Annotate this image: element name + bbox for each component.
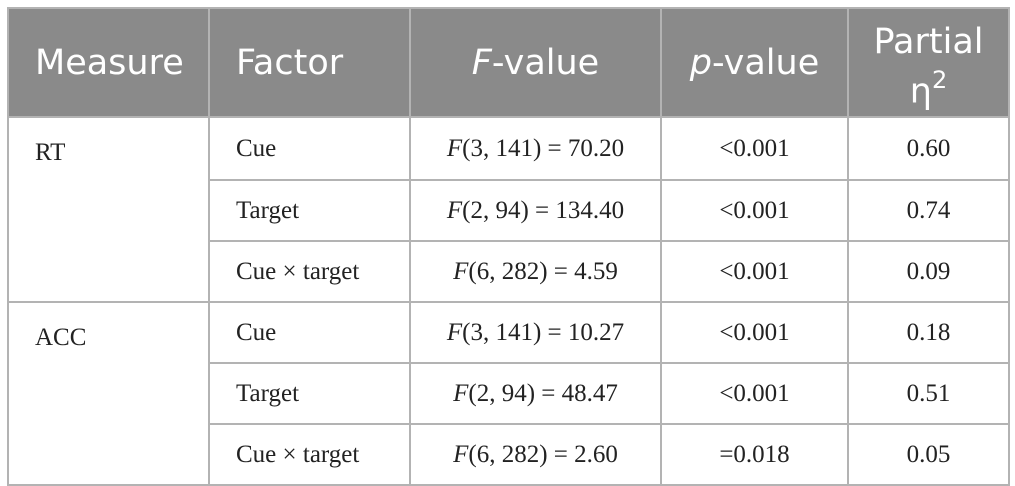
f-letter: F [453, 379, 469, 407]
f-value-cell: F(2, 94) = 48.47 [409, 362, 662, 425]
measure-cell: RT [7, 116, 210, 303]
header-partial-eta: Partial η2 [847, 7, 1010, 118]
eta-cell: 0.18 [847, 301, 1010, 364]
measure-cell: ACC [7, 301, 210, 486]
f-stat: (2, 94) = 48.47 [468, 379, 618, 407]
factor-cell: Cue × target [208, 240, 411, 303]
table-row: Cue × target F(6, 282) = 2.60 =0.018 0.0… [8, 423, 1010, 486]
table-row: Target F(2, 94) = 48.47 <0.001 0.51 [8, 362, 1010, 425]
table-row: Cue × target F(6, 282) = 4.59 <0.001 0.0… [8, 240, 1010, 303]
f-stat: (3, 141) = 10.27 [462, 318, 625, 346]
header-measure: Measure [7, 7, 210, 118]
factor-cell: Target [208, 362, 411, 425]
factor-cell: Cue × target [208, 423, 411, 486]
p-value-cell: =0.018 [660, 423, 849, 486]
header-f-letter: F [471, 42, 492, 83]
p-value-cell: <0.001 [660, 116, 849, 181]
anova-results-table: Measure Factor F-value p-value Partial η2… [7, 7, 1010, 486]
f-stat: (6, 282) = 4.59 [468, 257, 618, 285]
p-value-cell: <0.001 [660, 362, 849, 425]
header-p-suffix: -value [711, 42, 820, 83]
eta-cell: 0.05 [847, 423, 1010, 486]
factor-cell: Cue [208, 301, 411, 364]
f-letter: F [453, 440, 469, 468]
f-stat: (2, 94) = 134.40 [462, 196, 625, 224]
header-p-letter: p [689, 42, 712, 83]
factor-cell: Target [208, 179, 411, 242]
f-stat: (3, 141) = 70.20 [462, 134, 625, 162]
header-row: Measure Factor F-value p-value Partial η2 [7, 7, 1010, 118]
p-value-cell: <0.001 [660, 301, 849, 364]
f-letter: F [446, 196, 463, 224]
eta-cell: 0.51 [847, 362, 1010, 425]
table-row: RT Cue F(3, 141) = 70.20 <0.001 0.60 [7, 116, 1010, 303]
f-value-cell: F(6, 282) = 2.60 [409, 423, 662, 486]
header-f-suffix: -value [491, 42, 600, 83]
f-letter: F [446, 134, 463, 162]
header-p-value: p-value [660, 7, 849, 118]
f-letter: F [453, 257, 469, 285]
p-value-cell: <0.001 [660, 179, 849, 242]
header-f-value: F-value [409, 7, 662, 118]
factor-cell: Cue [208, 116, 411, 181]
f-value-cell: F(2, 94) = 134.40 [409, 179, 662, 242]
p-value-cell: <0.001 [660, 240, 849, 303]
header-factor: Factor [208, 7, 411, 118]
f-stat: (6, 282) = 2.60 [468, 440, 618, 468]
f-value-cell: F(3, 141) = 70.20 [409, 116, 662, 181]
header-eta-symbol: η [909, 71, 932, 112]
table-row: Target F(2, 94) = 134.40 <0.001 0.74 [8, 179, 1010, 242]
f-letter: F [446, 318, 463, 346]
header-eta-exponent: 2 [931, 65, 948, 94]
eta-cell: 0.09 [847, 240, 1010, 303]
eta-cell: 0.60 [847, 116, 1010, 181]
table-row: ACC Cue F(3, 141) = 10.27 <0.001 0.18 [7, 301, 1010, 486]
f-value-cell: F(6, 282) = 4.59 [409, 240, 662, 303]
header-partial-label: Partial [873, 21, 984, 62]
eta-cell: 0.74 [847, 179, 1010, 242]
f-value-cell: F(3, 141) = 10.27 [409, 301, 662, 364]
